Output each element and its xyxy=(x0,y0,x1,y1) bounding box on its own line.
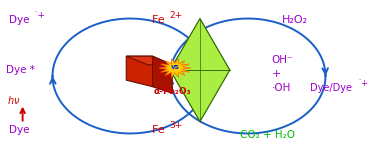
Text: Dye: Dye xyxy=(9,124,29,135)
Polygon shape xyxy=(153,56,172,93)
Text: α-Fe₂O₃: α-Fe₂O₃ xyxy=(153,87,191,96)
Text: Fe: Fe xyxy=(152,15,168,24)
Polygon shape xyxy=(159,59,191,77)
Polygon shape xyxy=(170,19,230,122)
Text: $h\nu$: $h\nu$ xyxy=(7,94,20,106)
Text: Dye *: Dye * xyxy=(6,65,34,75)
Polygon shape xyxy=(126,56,172,65)
Text: 3+: 3+ xyxy=(169,121,182,130)
Text: ˙+: ˙+ xyxy=(357,79,369,88)
Text: Dye/Dye: Dye/Dye xyxy=(310,83,352,93)
Polygon shape xyxy=(126,56,153,87)
Text: H₂O₂: H₂O₂ xyxy=(282,15,308,24)
Text: OH⁻: OH⁻ xyxy=(272,55,293,65)
Text: +: + xyxy=(272,69,281,79)
Text: ·OH: ·OH xyxy=(272,83,291,93)
Text: 2+: 2+ xyxy=(169,11,182,20)
Text: CO₂ + H₂O: CO₂ + H₂O xyxy=(240,130,295,140)
Text: ˙+: ˙+ xyxy=(34,11,46,20)
Text: Dye: Dye xyxy=(9,15,29,24)
Text: Fe: Fe xyxy=(152,124,168,135)
Text: vs: vs xyxy=(170,64,180,70)
